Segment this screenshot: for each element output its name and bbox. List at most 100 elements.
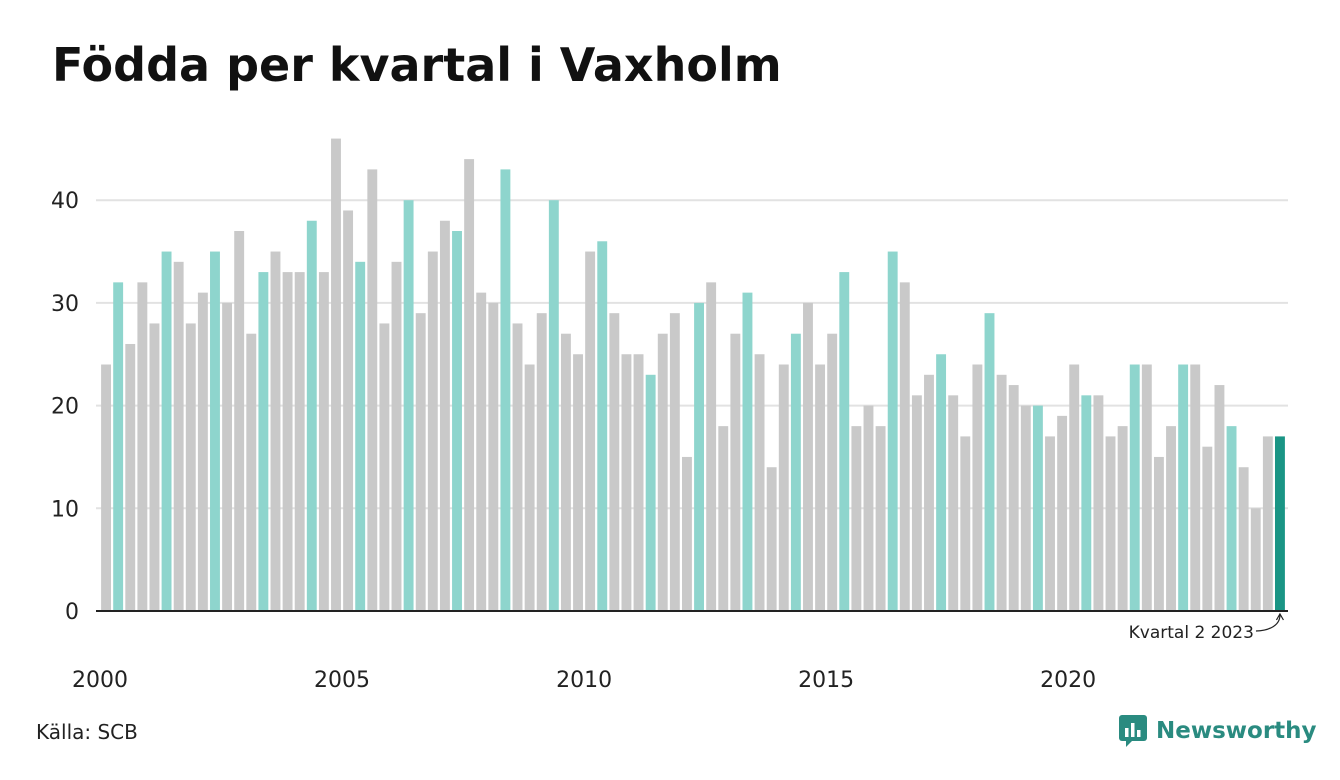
bar — [488, 302, 499, 611]
bar — [1032, 405, 1043, 611]
bar — [1202, 446, 1213, 611]
bar — [137, 282, 148, 611]
bar — [972, 364, 983, 611]
bar — [996, 374, 1007, 611]
bar — [1008, 385, 1019, 611]
y-tick-label: 30 — [51, 292, 79, 317]
bar — [573, 354, 583, 611]
bar — [1250, 508, 1261, 611]
bar — [827, 333, 838, 611]
bar — [718, 426, 729, 611]
bar — [911, 395, 922, 611]
bar — [524, 364, 535, 611]
bar — [621, 354, 632, 611]
bar — [1166, 426, 1176, 611]
y-tick-label: 20 — [51, 395, 79, 420]
bar — [1081, 395, 1092, 611]
bar — [1057, 415, 1068, 611]
bar — [318, 272, 329, 611]
bar — [161, 251, 172, 612]
bar — [355, 261, 366, 611]
bar — [476, 292, 487, 611]
bar — [270, 251, 281, 612]
bar — [185, 323, 196, 611]
bar — [645, 374, 656, 611]
bar — [258, 272, 269, 611]
bar — [560, 333, 571, 611]
bar — [899, 282, 910, 611]
bar — [1226, 426, 1237, 611]
bar — [742, 292, 753, 611]
bar — [548, 200, 559, 611]
bar — [778, 364, 789, 611]
annotation-label: Kvartal 2 2023 — [1129, 623, 1254, 643]
bar — [1069, 364, 1080, 611]
x-tick-label: 2005 — [314, 668, 370, 693]
bar — [306, 220, 317, 612]
bar — [609, 313, 620, 611]
bar — [706, 282, 717, 611]
bar — [367, 169, 378, 611]
y-tick-label: 0 — [65, 600, 79, 625]
bar — [1238, 467, 1249, 611]
bar — [815, 364, 826, 611]
bar — [512, 323, 523, 611]
bar — [730, 333, 741, 611]
bar — [149, 323, 160, 611]
y-tick-label: 10 — [51, 497, 79, 522]
bar — [415, 313, 426, 611]
bar — [1190, 364, 1201, 611]
bar — [875, 426, 886, 611]
bar — [948, 395, 959, 611]
bar — [427, 251, 438, 612]
newsworthy-logo-icon — [1119, 715, 1147, 747]
x-tick-label: 2020 — [1040, 668, 1096, 693]
y-tick-label: 40 — [51, 189, 79, 214]
bar — [681, 456, 692, 611]
annotation: Kvartal 2 2023 — [1129, 612, 1284, 643]
bar — [391, 261, 402, 611]
bar — [500, 169, 511, 611]
bar — [694, 302, 705, 611]
bar — [246, 333, 257, 611]
annotation-arrow — [1255, 612, 1284, 632]
bar — [379, 323, 390, 611]
bar — [1178, 364, 1189, 611]
bar — [1045, 436, 1055, 611]
bar — [294, 272, 305, 611]
bar — [173, 261, 184, 611]
bar — [839, 272, 850, 611]
bar — [282, 272, 293, 611]
bars — [101, 138, 1285, 612]
bar — [633, 354, 644, 611]
bar — [863, 405, 874, 611]
bar — [343, 210, 354, 611]
bar — [851, 426, 862, 611]
bar — [585, 251, 596, 612]
bar — [234, 231, 245, 611]
newsworthy-logo: Newsworthy — [1118, 714, 1317, 748]
bar — [1093, 395, 1104, 611]
bar — [536, 313, 547, 611]
bar — [803, 302, 813, 611]
bar — [657, 333, 668, 611]
bar — [984, 313, 995, 611]
bar — [669, 313, 680, 611]
bar — [766, 467, 777, 611]
bar — [1141, 364, 1152, 611]
bar — [1129, 364, 1140, 611]
bar — [960, 436, 971, 611]
bar — [1274, 436, 1285, 611]
chart-title: Födda per kvartal i Vaxholm — [52, 38, 782, 92]
bar — [1105, 436, 1116, 611]
bar — [331, 138, 341, 611]
x-tick-label: 2015 — [798, 668, 854, 693]
bar — [197, 292, 208, 611]
bar — [936, 354, 947, 611]
bar — [439, 220, 450, 612]
newsworthy-logo-text: Newsworthy — [1156, 718, 1317, 744]
bar — [452, 231, 462, 611]
bar — [790, 333, 801, 611]
bar — [125, 343, 136, 611]
